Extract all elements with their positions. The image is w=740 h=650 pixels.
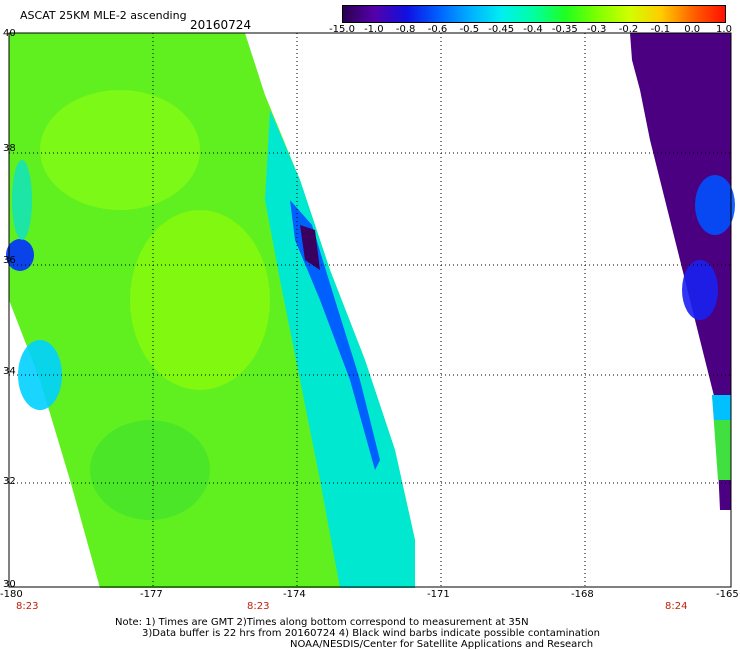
left-swath-lime <box>130 210 270 390</box>
colorbar <box>342 5 726 23</box>
lat-tick-36: 36 <box>3 255 16 266</box>
right-swath <box>630 33 731 510</box>
map-date: 20160724 <box>190 18 252 32</box>
lat-tick-34: 34 <box>3 366 16 377</box>
left-swath-blue-edge <box>290 200 380 470</box>
colorbar-label: -0.8 <box>395 24 416 35</box>
colorbar-label: -1.0 <box>364 24 384 35</box>
left-swath-blue-spot <box>6 239 34 271</box>
colorbar-label: 1.0 <box>716 24 732 35</box>
left-swath-dark-edge <box>300 225 320 270</box>
map-title: ASCAT 25KM MLE-2 ascending <box>20 9 187 22</box>
lon-tick-177: -177 <box>140 589 163 600</box>
footer-credit: NOAA/NESDIS/Center for Satellite Applica… <box>290 639 594 650</box>
colorbar-label: -0.3 <box>586 24 607 35</box>
map-frame <box>8 32 732 588</box>
left-swath-lime <box>40 90 200 210</box>
footer-note-1: Note: 1) Times are GMT 2)Times along bot… <box>115 617 529 628</box>
right-swath-blue <box>682 260 718 320</box>
lon-tick-168: -168 <box>571 589 594 600</box>
colorbar-label: 0.0 <box>684 24 701 35</box>
lon-tick-180: -180 <box>0 589 23 600</box>
swath-data <box>6 33 735 588</box>
lat-tick-38: 38 <box>3 143 16 154</box>
colorbar-label: -0.5 <box>459 24 480 35</box>
colorbar-label: -0.35 <box>551 24 578 35</box>
lon-tick-165: -165 <box>716 589 739 600</box>
lon-tick-171: -171 <box>427 589 450 600</box>
right-swath-blue <box>695 175 735 235</box>
lat-tick-30: 30 <box>3 579 16 590</box>
left-swath-cyan-spot <box>18 340 62 410</box>
time-label: 8:23 <box>16 601 39 612</box>
right-swath-cyan <box>712 395 731 420</box>
left-swath-green <box>90 420 210 520</box>
colorbar-label: -0.1 <box>650 24 671 35</box>
time-label: 8:23 <box>247 601 270 612</box>
lat-tick-40: 40 <box>3 28 16 39</box>
left-swath-cyan-spot <box>12 160 32 240</box>
graticule <box>9 33 731 587</box>
lat-tick-32: 32 <box>3 476 16 487</box>
colorbar-gradient <box>343 6 725 22</box>
footer-note-2: 3)Data buffer is 22 hrs from 20160724 4)… <box>142 628 600 639</box>
lon-tick-174: -174 <box>283 589 306 600</box>
time-label: 8:24 <box>665 601 688 612</box>
colorbar-label: -0.45 <box>488 24 515 35</box>
colorbar-label: -15.0 <box>329 24 355 35</box>
colorbar-label: -0.4 <box>523 24 543 35</box>
colorbar-label: -0.6 <box>427 24 448 35</box>
colorbar-label: -0.2 <box>618 24 639 35</box>
